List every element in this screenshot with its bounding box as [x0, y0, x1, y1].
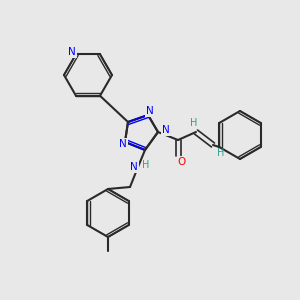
Text: N: N: [162, 125, 170, 135]
Text: N: N: [119, 139, 127, 149]
Text: H: H: [190, 118, 198, 128]
Text: N: N: [146, 106, 154, 116]
Text: N: N: [68, 47, 76, 57]
Text: H: H: [142, 160, 150, 170]
Text: N: N: [130, 162, 138, 172]
Text: O: O: [178, 157, 186, 167]
Text: H: H: [217, 148, 225, 158]
